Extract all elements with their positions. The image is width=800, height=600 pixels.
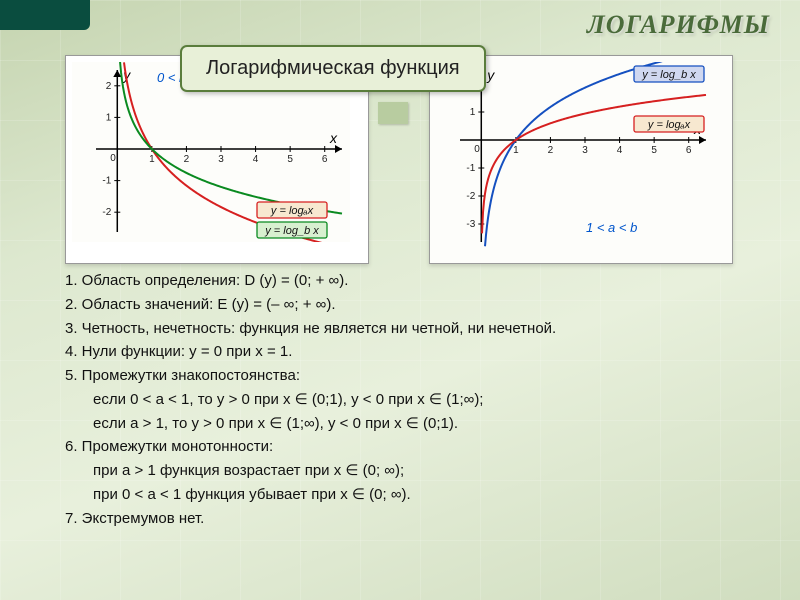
svg-text:0: 0 [110,153,116,164]
svg-text:-3: -3 [466,219,475,230]
prop-line: если 0 < a < 1, то y > 0 при x ∈ (0;1), … [65,389,745,411]
svg-text:2: 2 [106,81,112,92]
svg-text:1: 1 [470,107,476,118]
svg-text:4: 4 [617,145,623,156]
svg-text:2: 2 [548,145,554,156]
svg-text:1: 1 [106,112,112,123]
svg-text:y: y [486,67,495,83]
svg-text:-2: -2 [102,207,111,218]
svg-text:0: 0 [474,144,480,155]
svg-text:5: 5 [651,145,657,156]
properties-list: 1. Область определения: D (y) = (0; + ∞)… [65,270,745,531]
svg-text:2: 2 [184,154,190,165]
prop-line: если a > 1, то y > 0 при x ∈ (1;∞), y < … [65,413,745,435]
svg-text:y = log_b x: y = log_b x [641,69,696,81]
prop-line: 4. Нули функции: y = 0 при x = 1. [65,341,745,363]
svg-text:4: 4 [253,154,259,165]
svg-text:y = logₐx: y = logₐx [647,119,691,131]
prop-line: при a > 1 функция возрастает при x ∈ (0;… [65,460,745,482]
svg-text:5: 5 [287,154,293,165]
page-title: ЛОГАРИФМЫ [587,10,770,40]
svg-text:1: 1 [149,154,155,165]
svg-text:1: 1 [513,145,519,156]
svg-text:3: 3 [218,154,224,165]
corner-decoration [0,0,90,30]
prop-line: при 0 < a < 1 функция убывает при x ∈ (0… [65,484,745,506]
svg-text:-1: -1 [102,176,111,187]
svg-text:y = logₐx: y = logₐx [270,205,314,217]
fold-decoration [378,102,408,124]
svg-text:6: 6 [686,145,692,156]
svg-text:-2: -2 [466,191,475,202]
prop-line: 2. Область значений: E (y) = (– ∞; + ∞). [65,294,745,316]
prop-line: 5. Промежутки знакопостоянства: [65,365,745,387]
prop-line: 3. Четность, нечетность: функция не явля… [65,318,745,340]
svg-text:1 < a < b: 1 < a < b [586,220,637,235]
prop-line: 7. Экстремумов нет. [65,508,745,530]
subtitle-box: Логарифмическая функция [180,45,486,92]
svg-text:-1: -1 [466,163,475,174]
prop-line: 1. Область определения: D (y) = (0; + ∞)… [65,270,745,292]
svg-text:3: 3 [582,145,588,156]
svg-text:x: x [329,130,338,146]
svg-text:6: 6 [322,154,328,165]
prop-line: 6. Промежутки монотонности: [65,436,745,458]
svg-text:y = log_b x: y = log_b x [264,225,319,237]
